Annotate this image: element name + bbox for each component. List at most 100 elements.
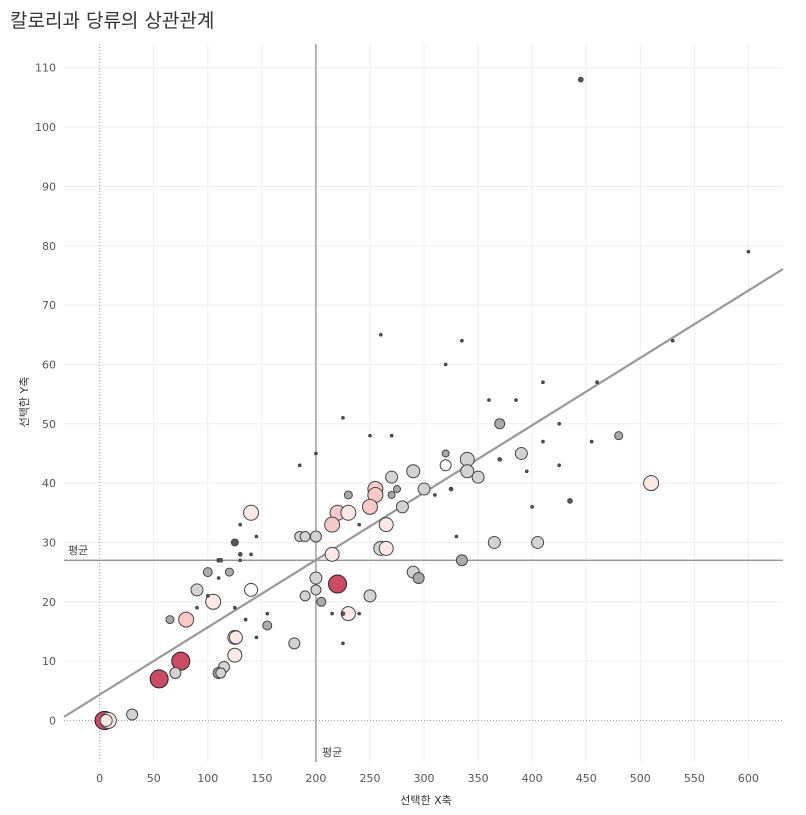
scatter-point[interactable] xyxy=(230,538,239,547)
scatter-point[interactable] xyxy=(254,534,259,539)
scatter-point[interactable] xyxy=(249,552,253,557)
scatter-point[interactable] xyxy=(228,630,243,645)
scatter-point[interactable] xyxy=(238,522,243,527)
scatter-point[interactable] xyxy=(243,617,248,622)
scatter-point[interactable] xyxy=(340,504,357,521)
scatter-point[interactable] xyxy=(443,362,448,367)
scatter-point[interactable] xyxy=(309,571,323,585)
y-tick-label: 50 xyxy=(42,418,56,431)
scatter-point[interactable] xyxy=(343,490,353,500)
scatter-point[interactable] xyxy=(224,567,234,577)
scatter-point[interactable] xyxy=(171,651,191,671)
scatter-point[interactable] xyxy=(178,611,195,628)
scatter-point[interactable] xyxy=(746,249,751,254)
scatter-point[interactable] xyxy=(541,380,545,385)
scatter-point[interactable] xyxy=(448,486,454,492)
scatter-point[interactable] xyxy=(387,490,396,499)
scatter-point[interactable] xyxy=(487,398,491,402)
scatter-point[interactable] xyxy=(578,76,584,83)
scatter-point[interactable] xyxy=(324,516,341,533)
scatter-point[interactable] xyxy=(378,540,394,556)
scatter-point[interactable] xyxy=(487,535,501,549)
scatter-point[interactable] xyxy=(262,620,273,631)
scatter-point[interactable] xyxy=(309,530,322,543)
scatter-point[interactable] xyxy=(368,433,372,438)
scatter-point[interactable] xyxy=(541,439,545,444)
scatter-point[interactable] xyxy=(205,593,222,610)
scatter-point[interactable] xyxy=(433,493,437,497)
scatter-point[interactable] xyxy=(595,380,599,385)
scatter-point[interactable] xyxy=(395,500,409,514)
scatter-point[interactable] xyxy=(330,611,334,616)
scatter-point[interactable] xyxy=(378,332,383,337)
scatter-point[interactable] xyxy=(361,498,378,515)
scatter-point[interactable] xyxy=(149,669,169,689)
x-tick-label: 200 xyxy=(305,772,326,785)
scatter-point[interactable] xyxy=(316,596,327,607)
scatter-point[interactable] xyxy=(439,459,452,472)
scatter-point[interactable] xyxy=(441,449,450,458)
scatter-point[interactable] xyxy=(243,504,260,521)
scatter-point[interactable] xyxy=(385,470,399,484)
scatter-point[interactable] xyxy=(202,567,213,578)
scatter-point[interactable] xyxy=(310,584,322,596)
scatter-point[interactable] xyxy=(99,713,113,727)
scatter-point[interactable] xyxy=(169,666,182,679)
scatter-point[interactable] xyxy=(233,605,237,610)
scatter-point[interactable] xyxy=(406,464,421,479)
scatter-point[interactable] xyxy=(514,398,518,402)
scatter-point[interactable] xyxy=(340,611,346,616)
scatter-point[interactable] xyxy=(238,558,243,563)
scatter-point[interactable] xyxy=(328,574,348,594)
scatter-point[interactable] xyxy=(454,534,459,539)
scatter-point[interactable] xyxy=(670,338,675,343)
scatter-point[interactable] xyxy=(524,469,529,474)
scatter-point[interactable] xyxy=(589,439,594,444)
scatter-point[interactable] xyxy=(363,589,377,603)
scatter-point[interactable] xyxy=(393,485,402,494)
scatter-point[interactable] xyxy=(299,531,311,543)
scatter-point[interactable] xyxy=(357,611,361,616)
scatter-point[interactable] xyxy=(557,463,561,468)
scatter-point[interactable] xyxy=(126,708,139,721)
scatter-point[interactable] xyxy=(494,418,506,430)
scatter-point[interactable] xyxy=(460,338,464,343)
scatter-point[interactable] xyxy=(567,498,573,504)
scatter-point[interactable] xyxy=(643,475,660,492)
scatter-point[interactable] xyxy=(237,552,243,557)
scatter-point[interactable] xyxy=(216,576,221,580)
scatter-point[interactable] xyxy=(314,451,318,456)
scatter-point[interactable] xyxy=(471,470,485,484)
scatter-point[interactable] xyxy=(265,611,270,616)
scatter-point[interactable] xyxy=(514,446,528,460)
y-tick-label: 60 xyxy=(42,358,56,371)
scatter-point[interactable] xyxy=(190,583,204,597)
scatter-point[interactable] xyxy=(254,635,259,640)
scatter-point[interactable] xyxy=(227,647,243,663)
scatter-point[interactable] xyxy=(614,431,624,441)
scatter-point[interactable] xyxy=(531,535,545,549)
scatter-point[interactable] xyxy=(297,463,302,468)
scatter-point[interactable] xyxy=(218,557,224,563)
scatter-point[interactable] xyxy=(455,554,468,567)
scatter-point[interactable] xyxy=(460,464,475,479)
scatter-point[interactable] xyxy=(357,522,361,527)
scatter-point[interactable] xyxy=(215,667,227,679)
scatter-point[interactable] xyxy=(165,615,175,625)
y-tick-label: 10 xyxy=(42,655,56,668)
scatter-point[interactable] xyxy=(417,482,431,496)
scatter-point[interactable] xyxy=(412,572,425,585)
scatter-point[interactable] xyxy=(341,641,345,646)
scatter-point[interactable] xyxy=(288,637,301,650)
scatter-point[interactable] xyxy=(341,416,345,420)
scatter-point[interactable] xyxy=(497,457,503,462)
scatter-point[interactable] xyxy=(299,590,311,602)
scatter-point[interactable] xyxy=(206,594,210,598)
scatter-point[interactable] xyxy=(389,433,394,438)
scatter-point[interactable] xyxy=(557,421,561,426)
scatter-point[interactable] xyxy=(378,517,394,533)
scatter-point[interactable] xyxy=(324,546,340,562)
scatter-point[interactable] xyxy=(195,605,199,610)
scatter-point[interactable] xyxy=(530,505,534,509)
scatter-point[interactable] xyxy=(244,582,259,597)
